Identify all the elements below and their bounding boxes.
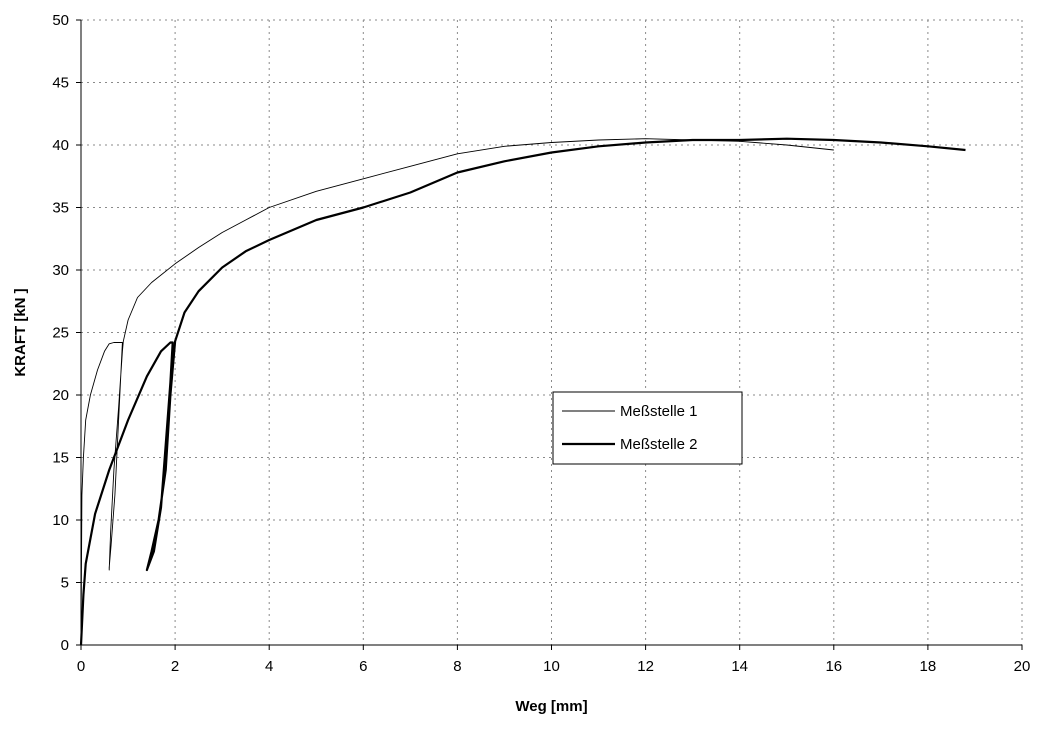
y-tick-label: 10	[52, 512, 69, 529]
x-tick-label: 8	[453, 658, 461, 675]
legend-label-1: Meßstelle 1	[620, 403, 698, 420]
y-tick-label: 0	[61, 637, 69, 654]
x-tick-label: 0	[77, 658, 85, 675]
series	[79, 137, 966, 646]
x-tick-label: 2	[171, 658, 179, 675]
x-tick-label: 20	[1014, 658, 1031, 675]
legend-label-2: Meßstelle 2	[620, 436, 698, 453]
y-tick-label: 40	[52, 137, 69, 154]
series-line-2	[79, 137, 966, 646]
grid	[81, 19, 1023, 645]
x-tick-label: 10	[543, 658, 560, 675]
y-tick-label: 30	[52, 262, 69, 279]
x-tick-label: 18	[920, 658, 937, 675]
y-tick-label: 20	[52, 387, 69, 404]
y-tick-label: 5	[61, 575, 69, 592]
axes: 0 2 4 6 8 10 12 14 16 18 20 0 5 10 15 20 25 30 35 40 45 50	[52, 12, 1030, 675]
series-line-1	[80, 138, 834, 646]
x-tick-label: 16	[825, 658, 842, 675]
x-tick-label: 12	[637, 658, 654, 675]
legend-box	[552, 391, 743, 465]
y-axis-title: KRAFT [kN ]	[12, 288, 29, 376]
x-tick-label: 4	[265, 658, 273, 675]
y-tick-label: 15	[52, 450, 69, 467]
y-tick-label: 25	[52, 325, 69, 342]
legend: Meßstelle 1 Meßstelle 2	[552, 391, 743, 465]
y-tick-label: 35	[52, 200, 69, 217]
x-tick-label: 14	[731, 658, 748, 675]
x-axis-title: Weg [mm]	[515, 698, 587, 715]
y-tick-label: 45	[52, 75, 69, 92]
x-tick-label: 6	[359, 658, 367, 675]
y-tick-label: 50	[52, 12, 69, 29]
